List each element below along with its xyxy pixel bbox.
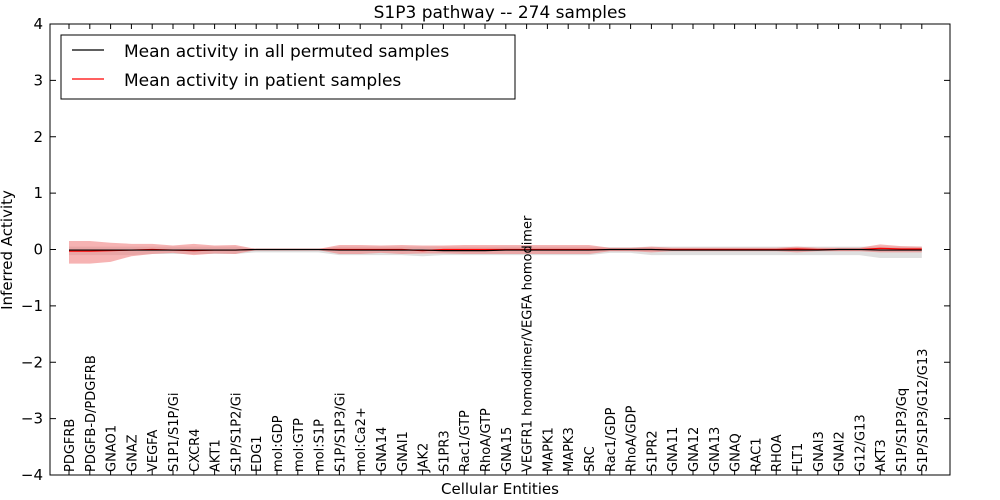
y-tick-label: −2 (21, 353, 43, 371)
legend-box (60, 34, 516, 100)
legend: Mean activity in all permuted samples Me… (60, 34, 516, 100)
x-tick-label: VEGFA (146, 430, 161, 472)
x-tick-label: S1P/S1P3/Gi (333, 393, 348, 472)
x-tick-label: RhoA/GDP (625, 405, 640, 472)
x-tick-label: SRC (583, 446, 598, 472)
x-tick-label: GNA11 (666, 427, 681, 472)
y-tick-label: 4 (33, 15, 43, 33)
y-tick-label: −4 (21, 466, 43, 484)
y-tick-label: −3 (21, 410, 43, 428)
x-tick-label: S1P/S1P3/Gq (895, 388, 910, 472)
x-tick-label: S1P/S1P3/G12/G13 (916, 349, 931, 472)
x-tick-label: RhoA/GTP (479, 408, 494, 472)
patient-band (69, 241, 922, 264)
x-tick-label: PDGFB-D/PDGFRB (84, 355, 99, 472)
x-tick-label: PDGFRB (63, 419, 78, 472)
y-tick-label: 0 (33, 241, 43, 259)
x-tick-label: G12/G13 (853, 414, 868, 472)
x-tick-label: RHOA (770, 434, 785, 472)
x-tick-label: GNAO1 (105, 425, 120, 472)
x-tick-label: AKT1 (209, 439, 224, 472)
x-tick-label: mol:S1P (313, 419, 328, 472)
x-tick-label: CXCR4 (188, 429, 203, 472)
x-tick-label: AKT3 (874, 439, 889, 472)
y-tick-label: 1 (33, 184, 43, 202)
y-tick-label: 2 (33, 128, 43, 146)
x-tick-label: S1PR3 (437, 430, 452, 472)
x-tick-label: mol:Ca2+ (354, 407, 369, 472)
x-tick-label: EDG1 (250, 435, 265, 472)
y-axis: −4 −3 −2 −1 0 1 2 3 4 (21, 15, 950, 484)
legend-label-patient: Mean activity in patient samples (124, 71, 401, 91)
x-tick-label: mol:GDP (271, 415, 286, 472)
x-tick-label: GNAZ (125, 434, 140, 472)
x-axis-label: Cellular Entities (441, 480, 559, 498)
x-tick-label: VEGFR1 homodimer/VEGFA homodimer (521, 215, 536, 472)
x-tick-label: GNAQ (729, 433, 744, 472)
legend-label-permuted: Mean activity in all permuted samples (124, 42, 449, 62)
y-axis-label: Inferred Activity (0, 190, 16, 310)
y-tick-label: −1 (21, 297, 43, 315)
x-tick-label: S1P/S1P2/Gi (229, 393, 244, 472)
x-tick-label: Rac1/GTP (458, 410, 473, 472)
permuted-mean-line (69, 248, 922, 252)
x-tick-label: GNA12 (687, 427, 702, 472)
x-tick-label: GNAI1 (396, 431, 411, 472)
x-tick-label: S1PR2 (645, 430, 660, 472)
x-tick-label: GNA14 (375, 427, 390, 472)
chart-title: S1P3 pathway -- 274 samples (374, 3, 627, 23)
x-tick-label: JAK2 (417, 443, 432, 473)
x-tick-label: GNAI3 (812, 431, 827, 472)
mean-lines (69, 247, 922, 252)
x-tick-label: MAPK1 (541, 427, 556, 472)
x-tick-label: MAPK3 (562, 427, 577, 472)
x-axis: PDGFRB PDGFB-D/PDGFRB GNAO1 GNAZ VEGFA S1P1/S… (63, 24, 931, 475)
x-tick-label: GNA13 (708, 427, 723, 472)
x-tick-label: S1P1/S1P/Gi (167, 393, 182, 472)
x-tick-label: RAC1 (749, 437, 764, 472)
x-tick-label: Rac1/GDP (604, 407, 619, 472)
y-tick-label: 3 (33, 71, 43, 89)
x-tick-label: mol:GTP (292, 418, 307, 472)
x-tick-label: GNAI2 (833, 431, 848, 472)
x-tick-label: FLT1 (791, 443, 806, 472)
x-tick-label: GNA15 (500, 427, 515, 472)
